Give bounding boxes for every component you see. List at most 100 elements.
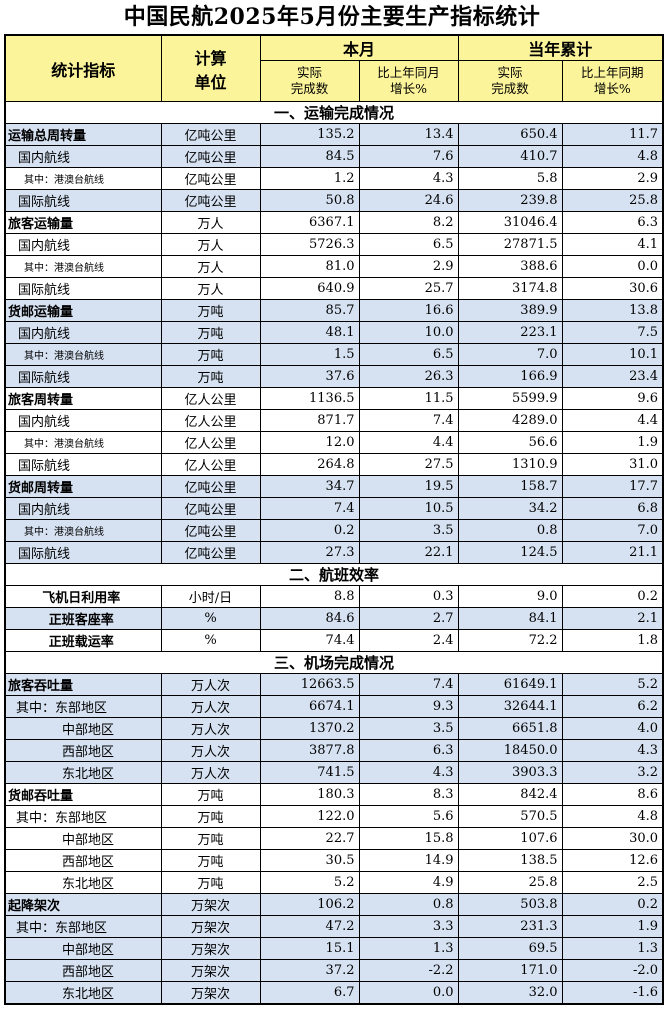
row-unit: 万架次 — [160, 893, 261, 916]
table-row: 中部地区 万人次 1370.2 3.5 6651.8 4.0 — [4, 717, 664, 740]
row-indicator-name: 旅客周转量 — [4, 387, 162, 410]
row-month-growth: 26.3 — [358, 365, 459, 388]
row-ytd-actual: 223.1 — [457, 321, 563, 344]
row-indicator-name: 国内航线 — [4, 321, 162, 344]
row-ytd-growth: -1.6 — [561, 981, 664, 1005]
row-ytd-actual: 5.8 — [457, 167, 563, 190]
row-ytd-growth: 4.8 — [561, 145, 664, 168]
row-month-actual: 640.9 — [259, 277, 360, 300]
row-ytd-growth: 9.6 — [561, 387, 664, 410]
row-month-growth: 2.7 — [358, 607, 459, 630]
row-unit: 亿吨公里 — [160, 145, 261, 168]
row-unit: 小时/日 — [160, 585, 261, 608]
row-indicator-name: 西部地区 — [4, 739, 162, 762]
header-this-month: 本月 — [259, 34, 459, 61]
row-month-growth: 0.3 — [358, 585, 459, 608]
row-indicator-name: 国际航线 — [4, 541, 162, 564]
row-indicator-name: 其中：东部地区 — [4, 915, 162, 938]
row-ytd-growth: 2.1 — [561, 607, 664, 630]
row-ytd-actual: 32.0 — [457, 981, 563, 1005]
row-month-actual: 34.7 — [259, 475, 360, 498]
table-row: 其中：港澳台航线 亿人公里 12.0 4.4 56.6 1.9 — [4, 431, 664, 454]
header-actual-line2: 完成数 — [290, 81, 329, 96]
row-month-actual: 3877.8 — [259, 739, 360, 762]
row-ytd-actual: 34.2 — [457, 497, 563, 520]
row-ytd-growth: 6.8 — [561, 497, 664, 520]
row-ytd-growth: 21.1 — [561, 541, 664, 564]
row-ytd-actual: 107.6 — [457, 827, 563, 850]
header-unit: 计算 单位 — [160, 34, 261, 102]
row-indicator-name: 旅客运输量 — [4, 211, 162, 234]
row-unit: 万吨 — [160, 365, 261, 388]
table-row: 东北地区 万架次 6.7 0.0 32.0 -1.6 — [4, 981, 664, 1005]
row-month-actual: 15.1 — [259, 937, 360, 960]
row-ytd-growth: 1.8 — [561, 629, 664, 652]
table-row: 中部地区 万吨 22.7 15.8 107.6 30.0 — [4, 827, 664, 850]
row-month-growth: 13.4 — [358, 123, 459, 146]
row-ytd-actual: 158.7 — [457, 475, 563, 498]
row-month-growth: 14.9 — [358, 849, 459, 872]
table-row: 国内航线 亿吨公里 7.4 10.5 34.2 6.8 — [4, 497, 664, 520]
section-header-row: 二、航班效率 — [4, 563, 664, 586]
table-row: 西部地区 万架次 37.2 -2.2 171.0 -2.0 — [4, 959, 664, 982]
row-ytd-actual: 239.8 — [457, 189, 563, 212]
table-row: 东北地区 万吨 5.2 4.9 25.8 2.5 — [4, 871, 664, 894]
row-month-actual: 1370.2 — [259, 717, 360, 740]
row-month-growth: 19.5 — [358, 475, 459, 498]
row-ytd-growth: 0.2 — [561, 893, 664, 916]
row-ytd-growth: 0.0 — [561, 255, 664, 278]
row-month-growth: 9.3 — [358, 695, 459, 718]
row-ytd-growth: 12.6 — [561, 849, 664, 872]
row-indicator-name: 起降架次 — [4, 893, 162, 916]
table-row: 旅客周转量 亿人公里 1136.5 11.5 5599.9 9.6 — [4, 387, 664, 410]
row-unit: 亿人公里 — [160, 431, 261, 454]
row-month-growth: 6.5 — [358, 233, 459, 256]
table-row: 国内航线 亿吨公里 84.5 7.6 410.7 4.8 — [4, 145, 664, 168]
row-month-growth: 7.6 — [358, 145, 459, 168]
table-row: 国际航线 万人 640.9 25.7 3174.8 30.6 — [4, 277, 664, 300]
row-ytd-actual: 570.5 — [457, 805, 563, 828]
row-indicator-name: 国内航线 — [4, 497, 162, 520]
table-row: 国际航线 亿吨公里 27.3 22.1 124.5 21.1 — [4, 541, 664, 564]
row-indicator-name: 国内航线 — [4, 409, 162, 432]
row-ytd-growth: 1.3 — [561, 937, 664, 960]
row-ytd-growth: 25.8 — [561, 189, 664, 212]
row-ytd-actual: 9.0 — [457, 585, 563, 608]
row-month-growth: 4.9 — [358, 871, 459, 894]
row-ytd-actual: 25.8 — [457, 871, 563, 894]
row-unit: 万人 — [160, 211, 261, 234]
row-month-actual: 5.2 — [259, 871, 360, 894]
row-ytd-actual: 31046.4 — [457, 211, 563, 234]
row-ytd-growth: 5.2 — [561, 673, 664, 696]
table-row: 旅客运输量 万人 6367.1 8.2 31046.4 6.3 — [4, 211, 664, 234]
row-unit: 万人 — [160, 255, 261, 278]
table-row: 其中：东部地区 万架次 47.2 3.3 231.3 1.9 — [4, 915, 664, 938]
row-indicator-name: 货邮吞吐量 — [4, 783, 162, 806]
row-ytd-growth: 4.8 — [561, 805, 664, 828]
row-month-growth: 2.4 — [358, 629, 459, 652]
table-row: 国内航线 万人 5726.3 6.5 27871.5 4.1 — [4, 233, 664, 256]
header-actual-ytd-line2: 完成数 — [491, 81, 529, 96]
row-indicator-name: 其中：东部地区 — [4, 805, 162, 828]
table-row: 国内航线 万吨 48.1 10.0 223.1 7.5 — [4, 321, 664, 344]
row-ytd-growth: 6.3 — [561, 211, 664, 234]
row-unit: 亿人公里 — [160, 387, 261, 410]
header-indicator: 统计指标 — [4, 34, 162, 102]
row-month-growth: 5.6 — [358, 805, 459, 828]
table-row: 国内航线 亿人公里 871.7 7.4 4289.0 4.4 — [4, 409, 664, 432]
row-month-actual: 135.2 — [259, 123, 360, 146]
table-row: 正班客座率% 84.6 2.7 84.1 2.1 — [4, 607, 664, 630]
table-row: 国际航线 万吨 37.6 26.3 166.9 23.4 — [4, 365, 664, 388]
row-month-actual: 85.7 — [259, 299, 360, 322]
table-row: 起降架次 万架次 106.2 0.8 503.8 0.2 — [4, 893, 664, 916]
header-growth-ytd-line1: 比上年同期 — [581, 65, 644, 80]
row-month-actual: 264.8 — [259, 453, 360, 476]
row-unit: 亿吨公里 — [160, 475, 261, 498]
table-row: 其中：港澳台航线 亿吨公里 1.2 4.3 5.8 2.9 — [4, 167, 664, 190]
row-month-actual: 30.5 — [259, 849, 360, 872]
row-unit: 亿吨公里 — [160, 123, 261, 146]
row-unit: 万吨 — [160, 805, 261, 828]
row-indicator-name: 其中：港澳台航线 — [4, 431, 162, 454]
table-row: 中部地区 万架次 15.1 1.3 69.5 1.3 — [4, 937, 664, 960]
row-ytd-growth: -2.0 — [561, 959, 664, 982]
